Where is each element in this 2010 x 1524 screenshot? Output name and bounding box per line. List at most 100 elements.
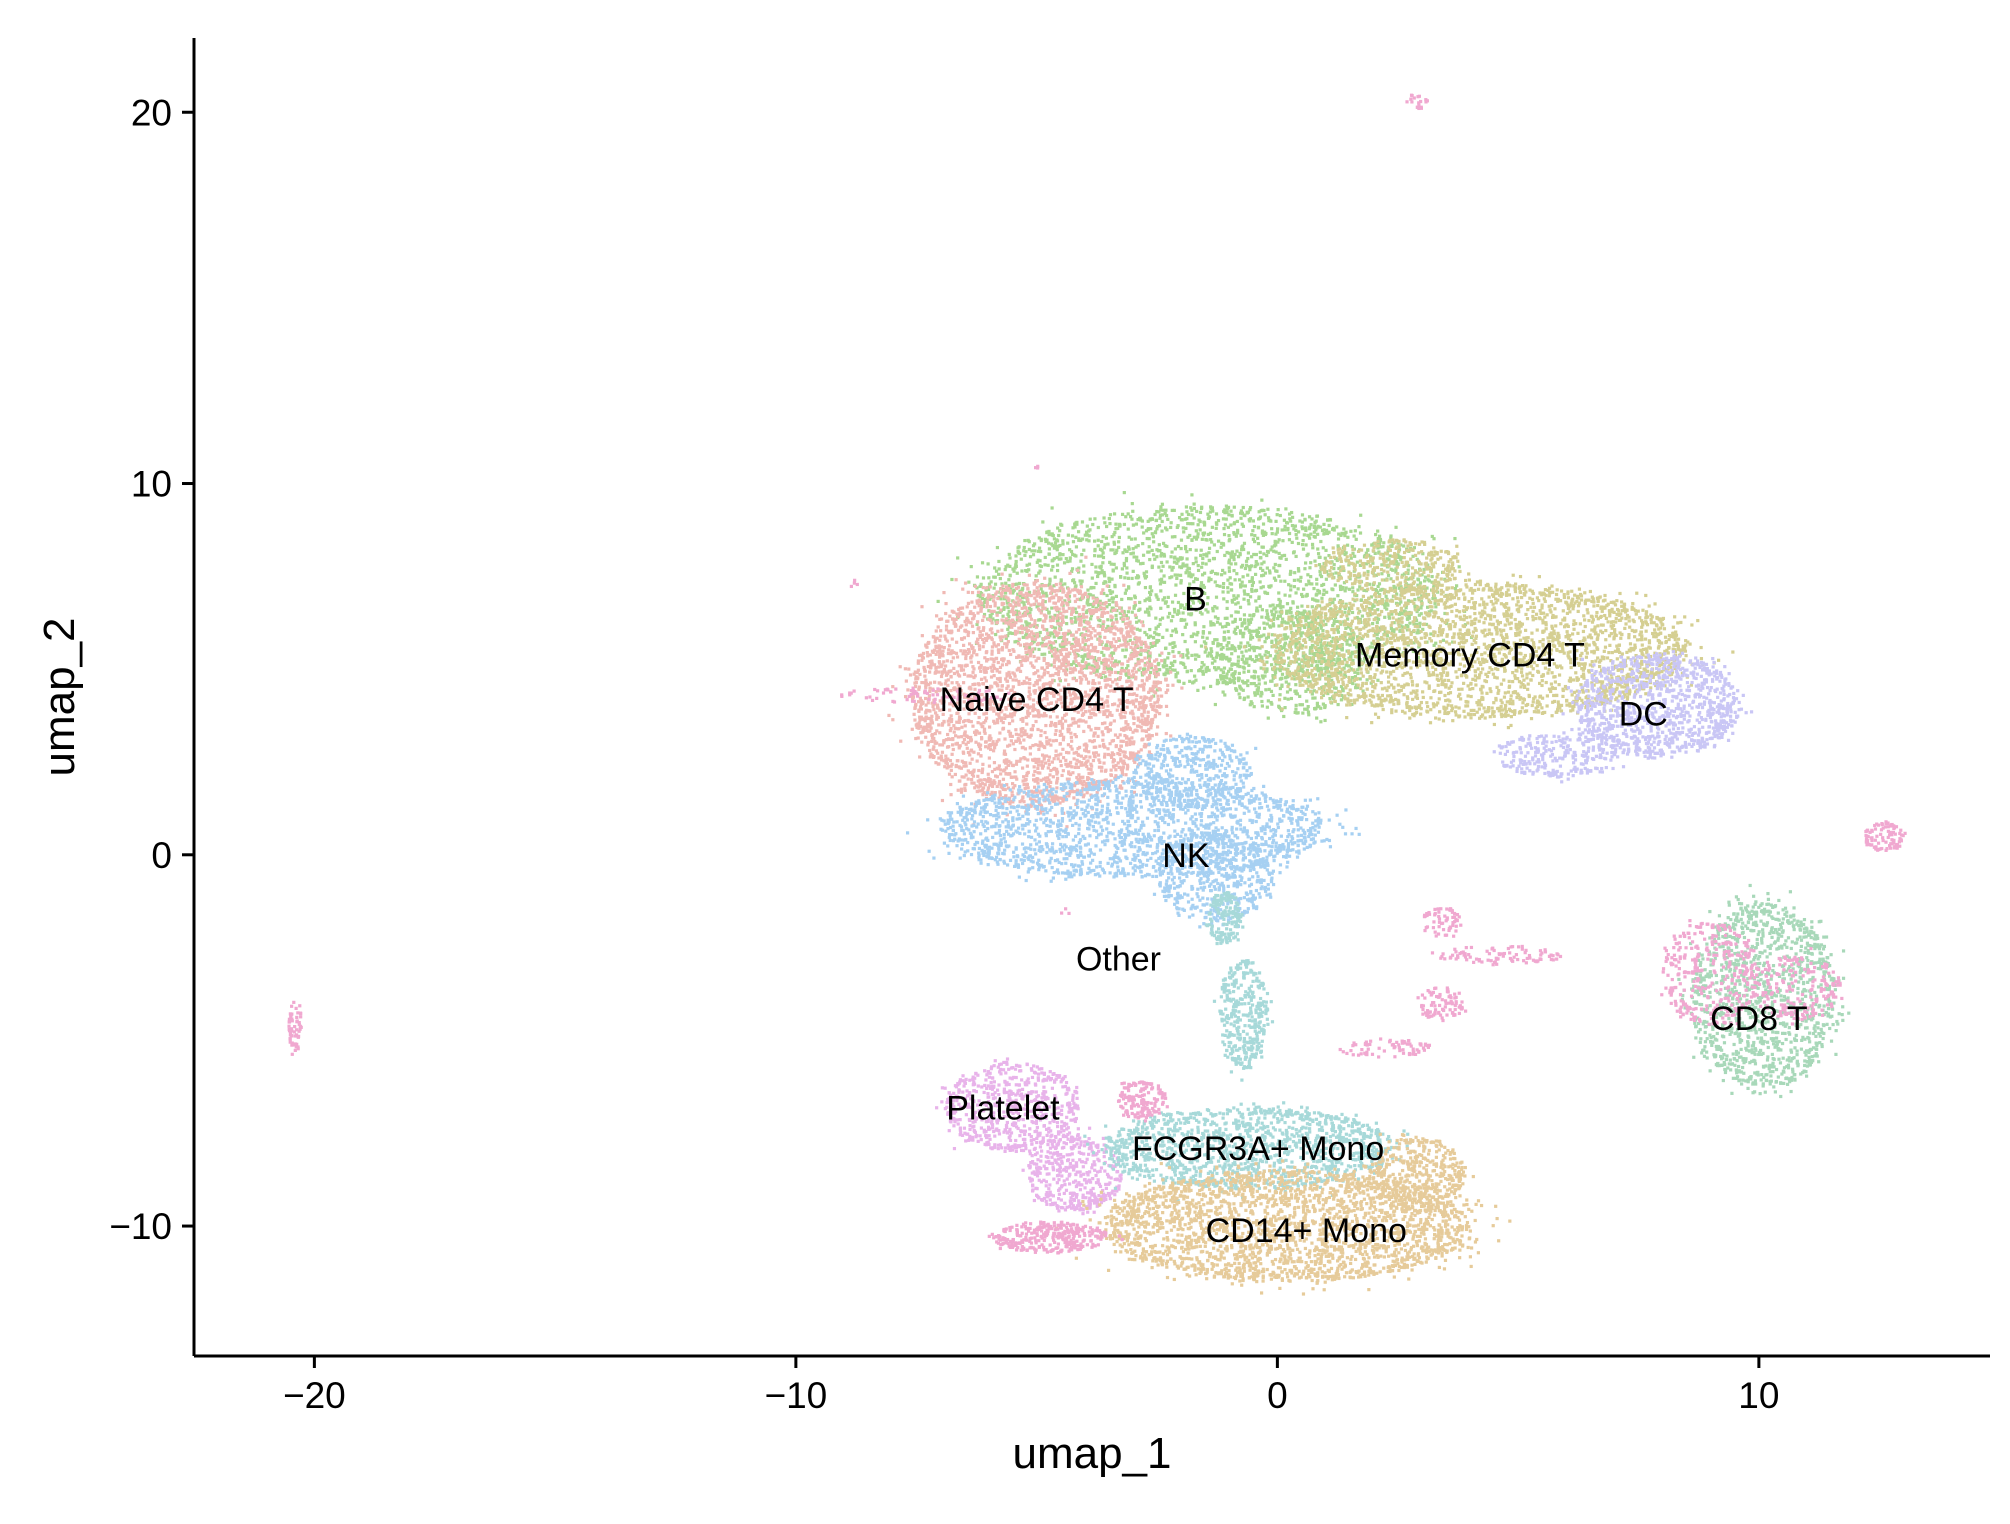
point	[1465, 585, 1469, 589]
point	[1160, 577, 1164, 581]
point	[1419, 606, 1423, 610]
point	[1238, 605, 1243, 609]
point	[1028, 555, 1033, 559]
point	[1227, 636, 1231, 640]
point	[1576, 609, 1580, 614]
point	[1385, 670, 1389, 674]
point	[1041, 520, 1045, 524]
point	[1432, 594, 1437, 598]
point	[1378, 629, 1382, 633]
point	[1086, 588, 1090, 592]
point	[1348, 635, 1352, 639]
point	[1256, 536, 1260, 540]
point	[1159, 606, 1163, 610]
point	[1287, 609, 1292, 613]
point	[1259, 655, 1263, 659]
point	[1313, 535, 1317, 539]
point	[1147, 635, 1151, 640]
point	[1390, 708, 1394, 712]
point	[1147, 596, 1151, 600]
point	[1297, 662, 1301, 666]
point	[1582, 676, 1586, 680]
point	[1402, 609, 1406, 613]
point	[1303, 661, 1307, 665]
point	[1250, 555, 1254, 559]
point	[1204, 670, 1208, 674]
point	[1202, 523, 1207, 527]
point	[1100, 650, 1104, 655]
point	[1043, 600, 1047, 604]
point	[1191, 573, 1195, 577]
point	[1416, 607, 1420, 612]
point	[1209, 505, 1213, 509]
point	[1281, 539, 1285, 543]
point	[986, 562, 990, 566]
point	[1309, 645, 1314, 650]
point	[1335, 644, 1339, 648]
point	[1273, 562, 1277, 567]
point	[1499, 712, 1503, 716]
point	[1538, 639, 1542, 644]
point	[1573, 601, 1577, 605]
point	[1215, 655, 1219, 659]
point	[1136, 574, 1140, 578]
point	[1158, 513, 1163, 517]
point	[1515, 603, 1519, 607]
point	[1238, 686, 1242, 690]
point	[1204, 667, 1208, 671]
point	[1503, 706, 1507, 711]
point	[1579, 598, 1584, 602]
point	[1262, 626, 1267, 630]
point	[976, 593, 980, 598]
point	[1502, 628, 1506, 632]
point	[1386, 573, 1391, 577]
point	[1514, 622, 1518, 627]
point	[1549, 689, 1553, 694]
point	[1415, 609, 1419, 614]
point	[1336, 537, 1341, 541]
point	[1558, 649, 1562, 654]
point	[1188, 605, 1192, 609]
point	[1116, 670, 1120, 675]
point	[1380, 572, 1384, 576]
point	[1283, 579, 1287, 583]
point	[1179, 618, 1183, 622]
point	[1290, 630, 1294, 635]
point	[1487, 595, 1491, 599]
point	[1316, 669, 1320, 673]
point	[1240, 580, 1244, 584]
point	[1311, 610, 1316, 615]
point	[1195, 577, 1199, 581]
point	[1225, 676, 1229, 680]
point	[1242, 597, 1246, 601]
point	[1065, 622, 1069, 626]
point	[1114, 522, 1118, 526]
point	[1489, 689, 1493, 694]
point	[1248, 613, 1252, 617]
point	[1315, 582, 1319, 586]
point	[1246, 641, 1250, 645]
point	[1411, 554, 1415, 558]
point	[1272, 657, 1276, 661]
point	[1382, 603, 1387, 607]
point	[1227, 566, 1231, 570]
point	[1105, 593, 1109, 598]
point	[1215, 522, 1219, 526]
point	[1076, 570, 1081, 574]
point	[1174, 583, 1178, 587]
point	[1121, 648, 1125, 652]
point	[1316, 650, 1321, 655]
point	[1230, 550, 1234, 554]
point	[1329, 659, 1334, 663]
point	[983, 597, 987, 602]
point	[1035, 560, 1039, 564]
point	[1175, 561, 1179, 565]
point	[1150, 644, 1154, 649]
point	[1157, 524, 1162, 528]
point	[1428, 605, 1432, 609]
point	[1577, 601, 1581, 605]
point	[997, 559, 1001, 564]
point	[1495, 619, 1499, 623]
point	[1731, 650, 1735, 654]
point	[1011, 591, 1015, 595]
